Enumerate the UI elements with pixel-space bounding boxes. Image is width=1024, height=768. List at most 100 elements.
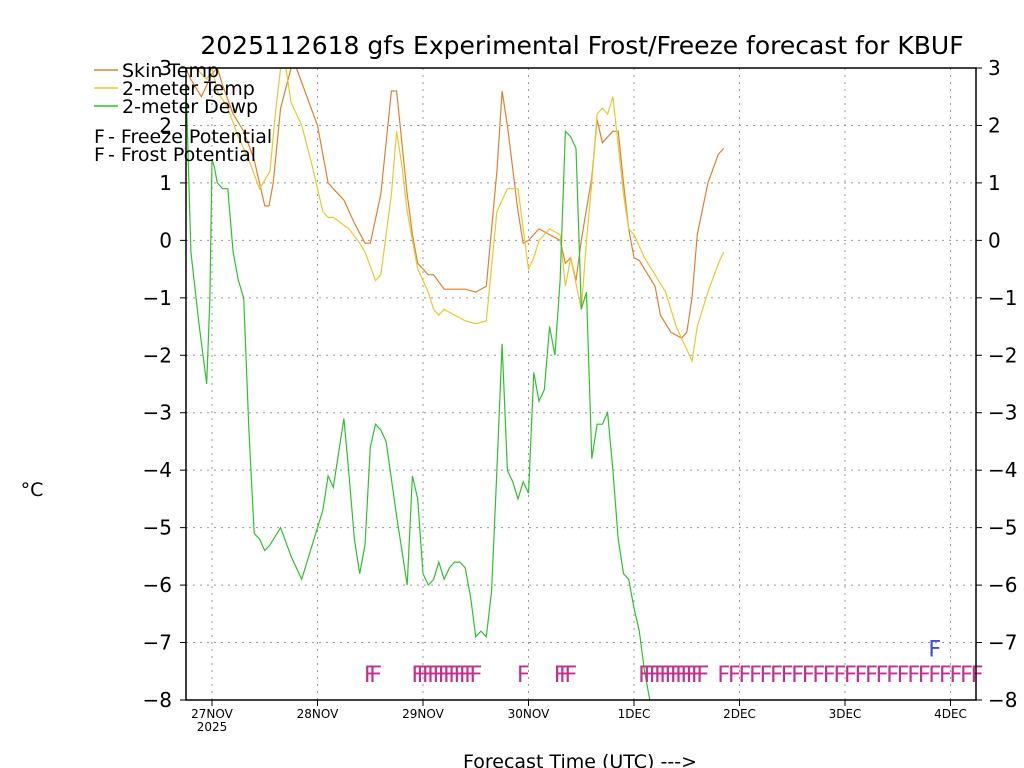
y-tick-label-right: −8 <box>988 688 1017 712</box>
freeze-mark: F <box>759 663 772 688</box>
y-tick-label-right: 3 <box>988 56 1001 80</box>
freeze-mark: F <box>738 663 751 688</box>
x-tick-label: 28NOV <box>297 707 339 721</box>
freeze-mark: F <box>812 663 825 688</box>
y-tick-label-right: −1 <box>988 286 1017 310</box>
freeze-mark: F <box>559 663 572 688</box>
series-group <box>186 68 725 700</box>
y-tick-label: −4 <box>143 458 172 482</box>
freeze-mark: F <box>443 663 456 688</box>
freeze-mark: F <box>854 663 867 688</box>
x-axis-label: Forecast Time (UTC) ---> <box>463 751 697 768</box>
freeze-mark: F <box>896 663 909 688</box>
frost-mark: F <box>928 637 941 662</box>
freeze-mark: F <box>875 663 888 688</box>
freeze-mark: F <box>728 663 741 688</box>
y-tick-label: −5 <box>143 516 172 540</box>
freeze-mark: F <box>554 663 567 688</box>
series-line-2-meter-dewp <box>186 68 651 700</box>
y-tick-label-right: 1 <box>988 171 1001 195</box>
freeze-mark: F <box>949 663 962 688</box>
freeze-mark: F <box>680 663 693 688</box>
y-tick-label: −3 <box>143 401 172 425</box>
x-tick-label: 1DEC <box>618 707 651 721</box>
freeze-mark: F <box>564 663 577 688</box>
x-tick-label: 27NOV <box>191 707 233 721</box>
freeze-mark: F <box>907 663 920 688</box>
freeze-mark: F <box>437 663 450 688</box>
series-line-2-meter-temp <box>186 68 725 364</box>
x-tick-label: 30NOV <box>508 707 550 721</box>
freeze-mark: F <box>411 663 424 688</box>
freeze-mark: F <box>670 663 683 688</box>
y-tick-label-right: −3 <box>988 401 1017 425</box>
freeze-mark: F <box>517 663 530 688</box>
y-tick-label: 0 <box>159 228 172 252</box>
freeze-mark: F <box>844 663 857 688</box>
freeze-mark: F <box>928 663 941 688</box>
freeze-mark: F <box>691 663 704 688</box>
freeze-mark: F <box>427 663 440 688</box>
x-tick-label: 29NOV <box>402 707 444 721</box>
y-tick-label-right: 2 <box>988 113 1001 137</box>
freeze-mark: F <box>791 663 804 688</box>
series-line-skin-temp <box>186 68 725 339</box>
freeze-mark: F <box>939 663 952 688</box>
freeze-mark: F <box>801 663 814 688</box>
freeze-mark: F <box>833 663 846 688</box>
legend-label: Skin Temp <box>122 60 219 82</box>
y-tick-label-right: −6 <box>988 573 1017 597</box>
freeze-mark: F <box>448 663 461 688</box>
y-tick-label: 2 <box>159 113 172 137</box>
freeze-mark: F <box>643 663 656 688</box>
y-tick-label: −2 <box>143 343 172 367</box>
freeze-mark: F <box>453 663 466 688</box>
freeze-mark: F <box>696 663 709 688</box>
freeze-mark: F <box>369 663 382 688</box>
y-tick-label: 3 <box>159 56 172 80</box>
freeze-mark: F <box>469 663 482 688</box>
freeze-mark: F <box>422 663 435 688</box>
freeze-mark: F <box>970 663 983 688</box>
freeze-mark: F <box>770 663 783 688</box>
y-tick-label: −8 <box>143 688 172 712</box>
legend-label: 2-meter Dewp <box>122 96 258 118</box>
freeze-mark: F <box>654 663 667 688</box>
freeze-mark: F <box>416 663 429 688</box>
x-tick-sublabel: 2025 <box>197 720 228 734</box>
y-tick-label: −7 <box>143 631 172 655</box>
freeze-mark: F <box>364 663 377 688</box>
y-tick-label-right: −4 <box>988 458 1017 482</box>
potential-legend-label: - Freeze Potential <box>108 126 272 148</box>
y-tick-label: 1 <box>159 171 172 195</box>
y-tick-label-right: −2 <box>988 343 1017 367</box>
y-axis-label: °C <box>21 479 44 501</box>
freeze-mark: F <box>648 663 661 688</box>
grid <box>186 67 976 701</box>
y-tick-label-right: −5 <box>988 516 1017 540</box>
y-axis-right: −8 −7 −6 −5 −4 −3 −2 −1 0 1 2 3 <box>976 56 1017 712</box>
freeze-mark: F <box>960 663 973 688</box>
freeze-mark: F <box>459 663 472 688</box>
y-axis-left: −8 −7 −6 −5 −4 −3 −2 −1 0 1 2 3 <box>143 56 186 712</box>
freeze-mark: F <box>675 663 688 688</box>
y-tick-label: −1 <box>143 286 172 310</box>
freeze-mark: F <box>659 663 672 688</box>
potential-legend-letter: F <box>94 144 105 166</box>
legend-label: 2-meter Temp <box>122 78 255 100</box>
freeze-mark: F <box>749 663 762 688</box>
x-tick-label: 4DEC <box>934 707 967 721</box>
freeze-mark: F <box>464 663 477 688</box>
freeze-mark: F <box>432 663 445 688</box>
freeze-mark: F <box>918 663 931 688</box>
freeze-mark: F <box>780 663 793 688</box>
potential-legend-label: - Frost Potential <box>108 144 256 166</box>
x-tick-label: 2DEC <box>723 707 756 721</box>
chart-title: 2025112618 gfs Experimental Frost/Freeze… <box>200 31 963 60</box>
freeze-mark: F <box>865 663 878 688</box>
y-tick-label-right: −7 <box>988 631 1017 655</box>
